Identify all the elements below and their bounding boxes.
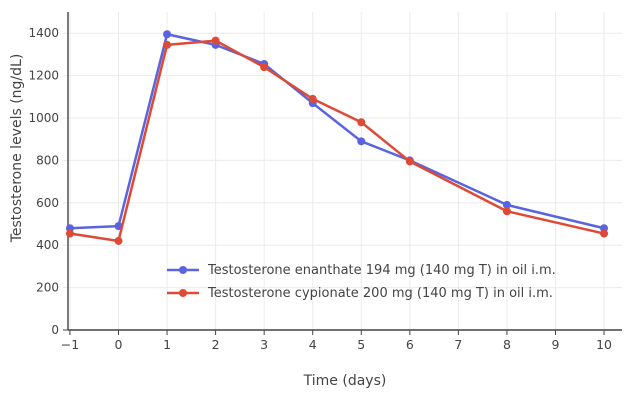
legend-label-cypionate: Testosterone cypionate 200 mg (140 mg T)… xyxy=(208,285,553,301)
data-point-s1-day6[interactable] xyxy=(405,157,414,166)
data-point-s1-day8[interactable] xyxy=(502,207,511,216)
x-axis-title: Time (days) xyxy=(303,373,387,389)
y-tick-label: 200 xyxy=(36,281,59,295)
x-tick-label: −1 xyxy=(61,337,79,352)
legend-swatch-enanthate xyxy=(167,266,199,274)
x-tick-label: 9 xyxy=(552,337,560,352)
x-tick-label: 1 xyxy=(163,337,171,352)
data-point-s1-day4[interactable] xyxy=(308,94,317,103)
data-point-s1-day-1[interactable] xyxy=(65,229,74,238)
y-tick-label: 0 xyxy=(51,323,59,337)
x-tick-label: 2 xyxy=(212,337,220,352)
legend-swatch-cypionate xyxy=(167,289,199,297)
x-tick-label: 7 xyxy=(454,337,462,352)
y-tick-label: 1000 xyxy=(28,111,59,125)
y-tick-label: 1200 xyxy=(28,69,59,83)
data-point-s1-day1[interactable] xyxy=(163,40,172,49)
legend-item-cypionate[interactable]: Testosterone cypionate 200 mg (140 mg T)… xyxy=(166,283,556,303)
series-line-1 xyxy=(69,39,605,243)
x-tick-label: 8 xyxy=(503,337,511,352)
legend-marker-icon xyxy=(179,289,187,297)
data-point-s1-day0[interactable] xyxy=(114,236,123,245)
y-tick-label: 1400 xyxy=(28,26,59,40)
data-point-s1-day5[interactable] xyxy=(357,118,366,127)
x-tick-label: 4 xyxy=(309,337,317,352)
legend-marker-icon xyxy=(179,266,187,274)
x-tick-label: 6 xyxy=(406,337,414,352)
x-tick-label: 5 xyxy=(357,337,365,352)
data-point-s1-day10[interactable] xyxy=(600,229,609,238)
x-tick-label: 0 xyxy=(115,337,123,352)
data-point-s0-day8[interactable] xyxy=(502,200,511,209)
legend-label-enanthate: Testosterone enanthate 194 mg (140 mg T)… xyxy=(208,262,556,278)
y-tick-label: 600 xyxy=(36,196,59,210)
y-tick-label: 800 xyxy=(36,153,59,167)
data-point-s0-day5[interactable] xyxy=(357,137,366,146)
data-point-s0-day1[interactable] xyxy=(163,30,172,39)
data-point-s1-day3[interactable] xyxy=(260,63,269,72)
series-line-0 xyxy=(69,33,605,230)
y-tick-label: 400 xyxy=(36,238,59,252)
legend-item-enanthate[interactable]: Testosterone enanthate 194 mg (140 mg T)… xyxy=(166,260,556,280)
data-point-s1-day2[interactable] xyxy=(211,36,220,45)
x-tick-label: 10 xyxy=(596,337,612,352)
x-tick-label: 3 xyxy=(260,337,268,352)
y-axis-title: Testosterone levels (ng/dL) xyxy=(9,53,25,243)
legend: Testosterone enanthate 194 mg (140 mg T)… xyxy=(166,260,556,303)
